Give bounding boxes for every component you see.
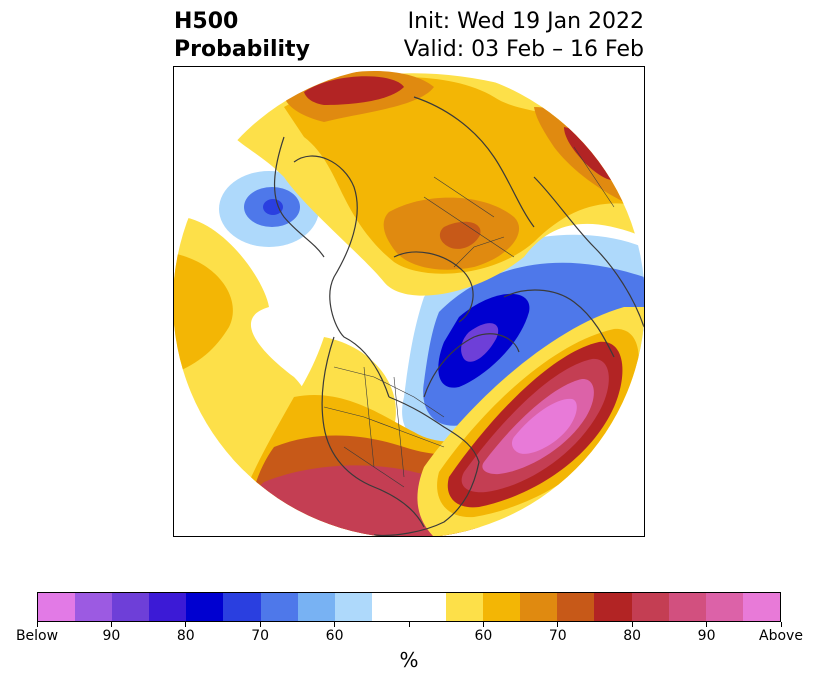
colorbar-label: 70	[548, 628, 567, 644]
colorbar-segment	[38, 593, 76, 621]
colorbar-label: 90	[697, 628, 716, 644]
colorbar-label: 80	[623, 628, 642, 644]
colorbar-segment	[260, 593, 298, 621]
chart-title-right: Init: Wed 19 Jan 2022 Valid: 03 Feb – 16…	[404, 8, 644, 64]
colorbar-segment	[223, 593, 261, 621]
title-variable: H500	[174, 9, 239, 34]
colorbar-segment	[483, 593, 521, 621]
trough-70	[423, 262, 644, 426]
colorbar-segment	[557, 593, 595, 621]
colorbar-segment	[631, 593, 669, 621]
colorbar-tick	[706, 622, 708, 627]
colorbar-tick	[259, 622, 261, 627]
colorbar-segment	[446, 593, 484, 621]
colorbar-unit: %	[399, 648, 419, 672]
colorbar-label: 60	[474, 628, 493, 644]
colorbar-segment	[149, 593, 187, 621]
valid-range: Valid: 03 Feb – 16 Feb	[403, 37, 644, 62]
colorbar-tick	[631, 622, 633, 627]
colorbar-segment	[297, 593, 335, 621]
colorbar-tick	[780, 622, 782, 627]
colorbar-tick	[334, 622, 336, 627]
north-ridge-90	[439, 221, 481, 249]
colorbar-segment	[186, 593, 224, 621]
probability-map	[173, 66, 645, 537]
colorbar-segment	[520, 593, 558, 621]
colorbar-label: 80	[176, 628, 195, 644]
colorbar-segment	[334, 593, 372, 621]
colorbar-tick	[408, 622, 410, 627]
atl-ridge-100	[511, 398, 577, 454]
colorbar-label: 90	[102, 628, 121, 644]
colorbar-label: Above	[759, 628, 803, 644]
trough-90	[461, 323, 499, 362]
colorbar-tick	[110, 622, 112, 627]
west-ridge-70	[174, 252, 233, 377]
colorbar-tick	[185, 622, 187, 627]
colorbar	[37, 592, 781, 622]
borders	[323, 146, 615, 488]
map-disk	[174, 67, 644, 536]
chart-title-left: H500 Probability	[174, 8, 310, 64]
map-svg	[174, 67, 644, 536]
colorbar-segment	[705, 593, 743, 621]
colorbar-tick	[36, 622, 38, 627]
colorbar-segment	[408, 593, 447, 621]
colorbar-segment	[112, 593, 150, 621]
top-cap-80	[304, 76, 404, 105]
colorbar-label: 60	[325, 628, 344, 644]
colorbar-segment	[594, 593, 632, 621]
colorbar-label: 70	[251, 628, 270, 644]
coastlines	[274, 96, 644, 536]
colorbar-label: Below	[15, 628, 59, 644]
colorbar-tick	[557, 622, 559, 627]
colorbar-segment	[668, 593, 706, 621]
init-date: Init: Wed 19 Jan 2022	[407, 9, 644, 34]
colorbar-tick	[482, 622, 484, 627]
alaska-low-80	[263, 199, 283, 215]
title-quantity: Probability	[174, 37, 310, 62]
colorbar-segment	[742, 593, 780, 621]
colorbar-segment	[371, 593, 409, 621]
colorbar-segment	[75, 593, 113, 621]
